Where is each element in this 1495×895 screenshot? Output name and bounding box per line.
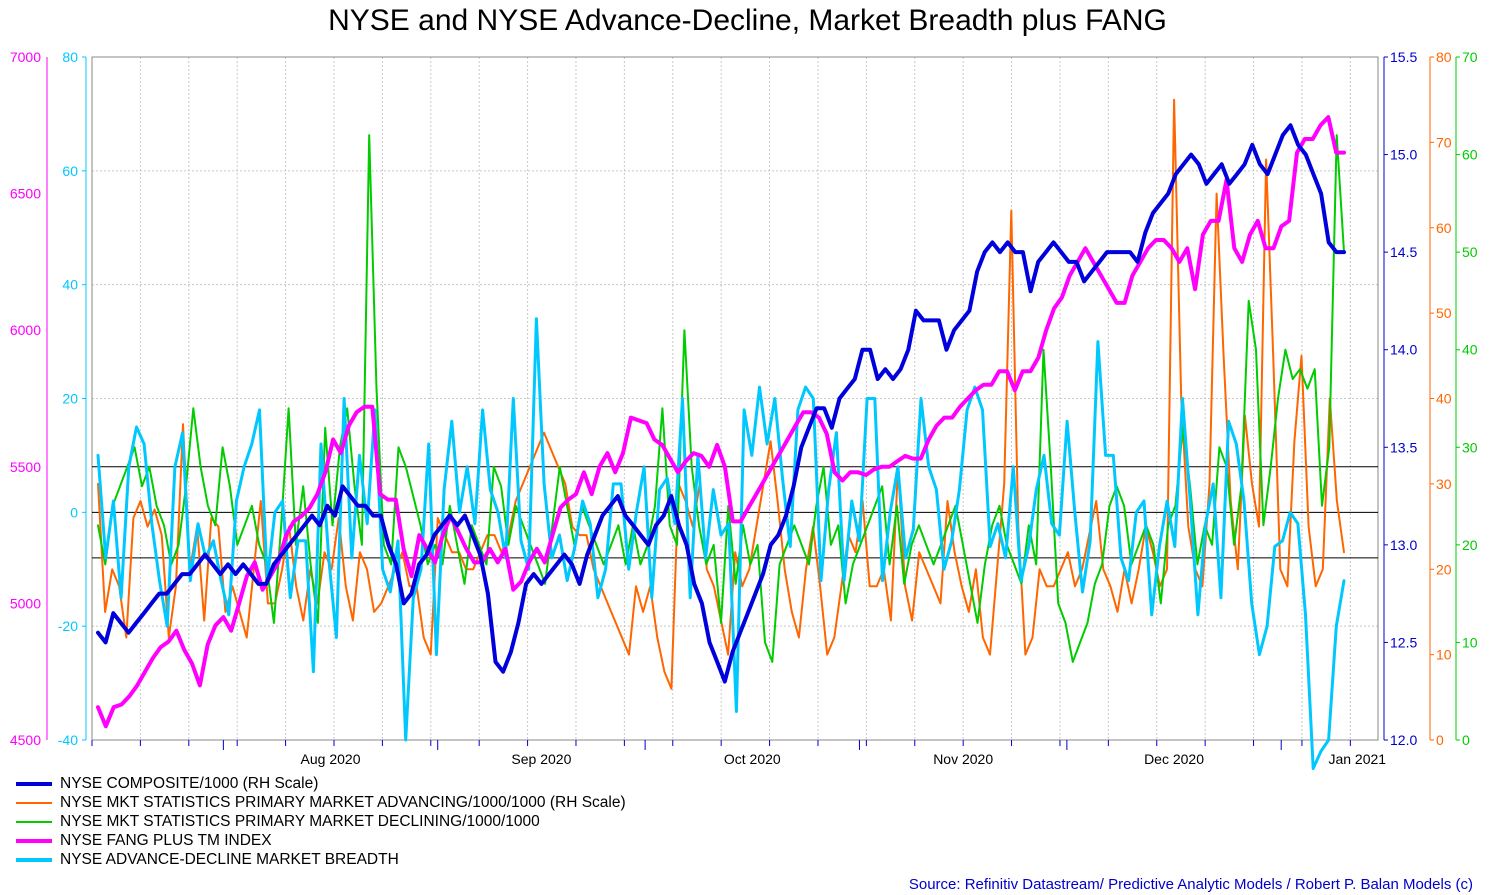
legend-item-fang: NYSE FANG PLUS TM INDEX <box>16 831 626 850</box>
axis-tick-label-breadth: 40 <box>62 277 78 293</box>
x-tick-label: Nov 2020 <box>933 751 993 767</box>
axis-tick-label-nyse: 15.0 <box>1390 147 1417 163</box>
legend-swatch-fang <box>16 838 52 843</box>
axis-tick-label-adv: 10 <box>1436 647 1452 663</box>
axis-tick-label-dec: 0 <box>1462 732 1470 748</box>
axis-tick-label-adv: 0 <box>1436 732 1444 748</box>
legend-swatch-breadth <box>16 857 52 862</box>
axis-tick-label-nyse: 12.5 <box>1390 634 1417 650</box>
axis-tick-label-adv: 30 <box>1436 476 1452 492</box>
axis-tick-label-dec: 60 <box>1462 147 1478 163</box>
legend-label-nyse: NYSE COMPOSITE/1000 (RH Scale) <box>60 774 319 792</box>
x-tick-label: Dec 2020 <box>1144 751 1204 767</box>
series-line-fang <box>96 115 1346 729</box>
axis-tick-label-adv: 80 <box>1436 49 1452 65</box>
axis-tick-label-nyse: 13.5 <box>1390 439 1417 455</box>
legend-label-fang: NYSE FANG PLUS TM INDEX <box>60 831 272 849</box>
legend-item-breadth: NYSE ADVANCE-DECLINE MARKET BREADTH <box>16 850 626 869</box>
axis-tick-label-adv: 50 <box>1436 305 1452 321</box>
axis-tick-label-dec: 30 <box>1462 439 1478 455</box>
axis-tick-label-dec: 10 <box>1462 634 1478 650</box>
legend-label-adv: NYSE MKT STATISTICS PRIMARY MARKET ADVAN… <box>60 793 626 811</box>
legend-item-dec: NYSE MKT STATISTICS PRIMARY MARKET DECLI… <box>16 812 626 831</box>
legend-label-dec: NYSE MKT STATISTICS PRIMARY MARKET DECLI… <box>60 812 540 830</box>
axis-tick-label-breadth: -40 <box>58 732 78 748</box>
legend-item-adv: NYSE MKT STATISTICS PRIMARY MARKET ADVAN… <box>16 793 626 812</box>
axis-tick-label-dec: 40 <box>1462 342 1478 358</box>
series-line-breadth <box>96 317 1346 770</box>
plot-border <box>91 56 1379 741</box>
x-tick-label: Aug 2020 <box>301 751 361 767</box>
axis-tick-label-adv: 40 <box>1436 391 1452 407</box>
legend-swatch-dec <box>16 820 52 823</box>
legend-swatch-nyse <box>16 781 52 786</box>
axis-tick-label-adv: 70 <box>1436 134 1452 150</box>
x-tick-label: Sep 2020 <box>511 751 571 767</box>
axis-tick-label-breadth: 0 <box>70 504 78 520</box>
legend-item-nyse: NYSE COMPOSITE/1000 (RH Scale) <box>16 774 626 793</box>
legend-label-breadth: NYSE ADVANCE-DECLINE MARKET BREADTH <box>60 850 399 868</box>
axis-tick-label-breadth: 20 <box>62 391 78 407</box>
source-note: Source: Refinitiv Datastream/ Predictive… <box>908 876 1473 893</box>
x-tick-label: Jan 2021 <box>1328 751 1386 767</box>
axis-tick-label-breadth: 60 <box>62 163 78 179</box>
axis-tick-label-dec: 50 <box>1462 244 1478 260</box>
axis-tick-label-nyse: 14.5 <box>1390 244 1417 260</box>
axis-tick-label-nyse: 14.0 <box>1390 342 1417 358</box>
axis-tick-label-fang: 7000 <box>10 49 41 65</box>
axis-tick-label-nyse: 12.0 <box>1390 732 1417 748</box>
axis-tick-label-breadth: -20 <box>58 618 78 634</box>
axis-tick-label-dec: 20 <box>1462 537 1478 553</box>
axis-tick-label-adv: 60 <box>1436 220 1452 236</box>
axis-tick-label-fang: 5000 <box>10 595 41 611</box>
axis-tick-label-nyse: 15.5 <box>1390 49 1417 65</box>
axis-tick-label-nyse: 13.0 <box>1390 537 1417 553</box>
legend-swatch-adv <box>16 801 52 804</box>
series-line-nyse <box>96 123 1346 684</box>
axis-tick-label-adv: 20 <box>1436 561 1452 577</box>
x-tick-label: Oct 2020 <box>724 751 781 767</box>
axis-tick-label-fang: 5500 <box>10 459 41 475</box>
axis-tick-label-fang: 6000 <box>10 322 41 338</box>
axis-tick-label-fang: 4500 <box>10 732 41 748</box>
axis-tick-label-breadth: 80 <box>62 49 78 65</box>
legend: NYSE COMPOSITE/1000 (RH Scale) NYSE MKT S… <box>16 774 626 869</box>
axis-tick-label-dec: 70 <box>1462 49 1478 65</box>
axis-tick-label-fang: 6500 <box>10 186 41 202</box>
chart-title: NYSE and NYSE Advance-Decline, Market Br… <box>328 4 1167 37</box>
